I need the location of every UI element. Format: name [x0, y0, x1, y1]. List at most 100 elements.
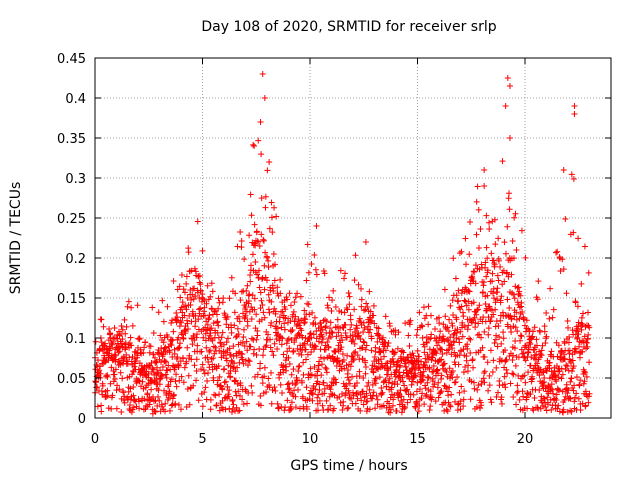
data-point	[491, 261, 498, 268]
data-point	[352, 348, 359, 355]
axis-ticks: 0 0.05 0.1 0.15 0.2 0.25 0.3 0.35 0.4 0.45 0 5 10 15 2…	[57, 52, 611, 447]
data-point	[383, 404, 390, 411]
data-point	[162, 400, 169, 407]
data-point	[396, 363, 403, 370]
data-point	[278, 341, 285, 348]
data-point	[450, 312, 457, 319]
data-point	[325, 406, 332, 413]
data-point	[309, 309, 316, 316]
data-point	[195, 316, 202, 323]
data-point	[257, 402, 264, 409]
data-point	[510, 255, 517, 262]
data-point	[529, 375, 536, 382]
data-point	[108, 364, 115, 371]
data-point	[346, 380, 353, 387]
data-point	[131, 363, 138, 370]
data-point	[240, 333, 247, 340]
data-point	[444, 324, 451, 331]
data-point	[443, 406, 450, 413]
data-point	[212, 344, 219, 351]
data-point	[307, 365, 314, 372]
data-point	[286, 345, 293, 352]
data-point	[516, 288, 523, 295]
data-point	[455, 361, 462, 368]
data-point	[119, 326, 126, 333]
data-point	[350, 349, 357, 356]
data-point	[264, 331, 271, 338]
data-point	[343, 334, 350, 341]
data-point	[217, 340, 224, 347]
data-point	[505, 195, 512, 202]
data-point	[560, 167, 567, 173]
data-point	[231, 322, 238, 329]
data-point	[340, 357, 347, 364]
data-point	[347, 326, 354, 333]
data-point	[168, 320, 175, 327]
data-point	[278, 324, 285, 331]
data-point	[511, 345, 518, 352]
data-point	[268, 319, 275, 326]
data-point	[392, 373, 399, 380]
data-point	[246, 291, 253, 298]
data-point	[482, 301, 489, 308]
data-point	[493, 332, 500, 339]
data-point	[481, 379, 488, 386]
data-point	[430, 362, 437, 369]
data-point	[204, 327, 211, 334]
data-point	[293, 335, 300, 342]
data-point	[362, 359, 369, 366]
data-point	[393, 368, 400, 375]
data-point	[406, 321, 413, 328]
data-point	[182, 330, 189, 337]
data-point	[274, 345, 281, 352]
data-point	[174, 314, 181, 321]
data-point	[344, 374, 351, 381]
data-point	[574, 334, 581, 341]
y-tick-label: 0.35	[57, 132, 86, 147]
data-point	[501, 278, 508, 285]
data-point	[219, 386, 226, 393]
data-point	[201, 304, 208, 311]
data-point	[183, 280, 190, 287]
data-point	[232, 334, 239, 341]
data-point	[266, 309, 273, 316]
data-point	[345, 387, 352, 394]
data-point	[428, 312, 435, 319]
data-point	[442, 313, 449, 320]
data-point	[427, 335, 434, 342]
data-point	[492, 299, 499, 306]
data-point	[564, 363, 571, 370]
data-point	[323, 365, 330, 372]
data-point	[501, 373, 508, 380]
data-point	[466, 251, 473, 258]
data-point	[512, 324, 519, 331]
data-point	[255, 137, 262, 144]
data-point	[187, 302, 194, 309]
data-point	[338, 344, 345, 351]
data-point	[184, 320, 191, 327]
data-point	[501, 239, 508, 246]
data-point	[486, 226, 493, 233]
data-point	[467, 349, 474, 356]
data-point	[326, 325, 333, 332]
data-point	[523, 394, 530, 401]
data-point	[571, 103, 578, 109]
data-point	[426, 346, 433, 353]
data-point	[511, 313, 518, 320]
data-point	[579, 348, 586, 355]
data-point	[481, 354, 488, 361]
data-point	[574, 303, 581, 310]
data-point	[370, 369, 377, 376]
data-point	[400, 369, 407, 376]
data-point	[239, 356, 246, 363]
data-point	[424, 339, 431, 346]
x-tick-label: 5	[198, 432, 206, 447]
data-point	[557, 267, 564, 274]
data-point	[467, 219, 474, 226]
data-point	[457, 406, 464, 413]
data-point	[436, 320, 443, 327]
data-point	[264, 254, 271, 261]
data-point	[472, 280, 479, 287]
data-point	[519, 308, 526, 315]
data-point	[312, 321, 319, 328]
